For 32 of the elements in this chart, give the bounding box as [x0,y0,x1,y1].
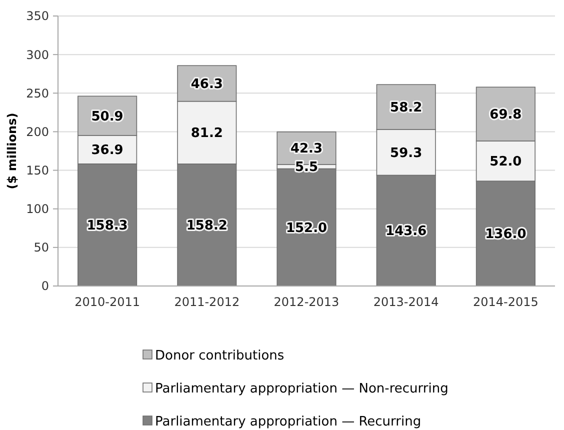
y-tick-label: 350 [26,9,49,24]
x-tick-label: 2011-2012 [174,295,240,309]
data-label: 46.3 [190,77,223,92]
data-label: 59.3 [390,146,422,161]
y-tick-label: 200 [26,124,49,139]
data-label: 52.0 [490,154,522,170]
x-tick-label: 2013-2014 [373,295,439,309]
y-tick-label: 0 [41,279,49,294]
x-tick-label: 2010-2011 [74,295,140,309]
data-label: 69.8 [490,108,522,123]
y-tick-label: 300 [26,48,49,62]
x-tick-label: 2012-2013 [274,295,340,309]
y-tick-label: 50 [34,240,49,255]
data-label: 152.0 [286,220,328,236]
data-label: 50.9 [91,109,124,124]
y-tick-label: 100 [26,202,49,216]
data-label: 36.9 [91,143,124,158]
legend-label: Parliamentary appropriation — Recurring [155,414,422,430]
data-label: 58.2 [390,100,422,116]
data-label: 42.3 [290,142,323,157]
data-label: 136.0 [485,227,526,242]
x-tick-label: 2014-2015 [472,295,538,309]
y-tick-label: 150 [26,163,49,178]
y-axis-title: ($ millions) [5,112,19,190]
data-label: 143.6 [386,224,427,240]
legend-label: Donor contributions [155,348,284,364]
y-tick-label: 250 [26,86,49,100]
data-label: 158.3 [86,218,128,234]
data-label: 81.2 [190,126,223,142]
data-label: 5.5 [294,160,318,176]
data-label: 158.2 [186,218,228,234]
legend-label: Parliamentary appropriation — Non-recurring [155,382,448,397]
